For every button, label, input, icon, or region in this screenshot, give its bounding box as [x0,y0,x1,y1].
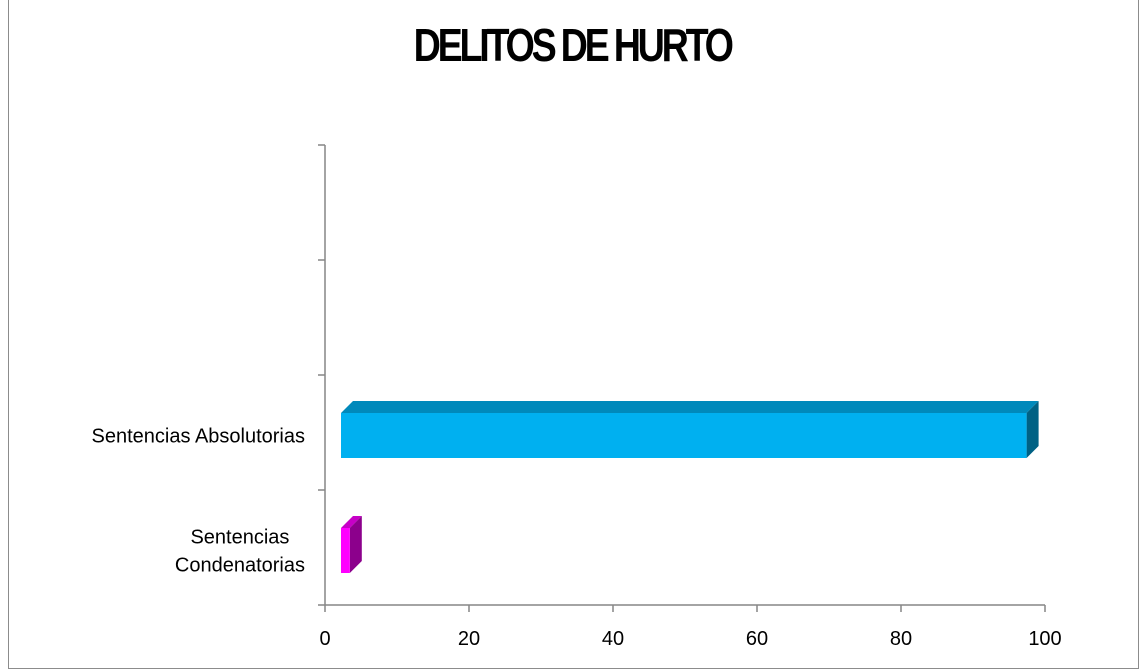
bar-top-face [341,516,362,528]
bar-top-face [341,401,1039,413]
bar-side-face [1026,401,1039,458]
y-category-label-line: Sentencias [190,527,289,549]
bar-side-face [349,516,362,573]
chart-title: DELITOS DE HURTO [413,19,734,71]
y-category-label-line: Sentencias Absolutorias [92,426,305,448]
bar-2 [341,401,1039,458]
axes [318,144,1046,612]
y-category-label: Sentencias Absolutorias [92,426,305,448]
x-tick-label: 40 [602,628,624,650]
x-tick-label: 100 [1028,628,1061,650]
y-category-label: Sentencias Condenatorias [175,527,305,577]
x-tick-label: 60 [746,628,768,650]
chart-frame [8,0,1139,669]
y-category-label-line: Condenatorias [175,555,305,577]
bar-front-face [341,413,1027,458]
bar-front-face [341,528,350,573]
bars [341,401,1039,573]
bar-1 [341,516,362,573]
x-tick-label: 20 [458,628,480,650]
x-tick-label: 0 [319,628,330,650]
x-tick-label: 80 [890,628,912,650]
